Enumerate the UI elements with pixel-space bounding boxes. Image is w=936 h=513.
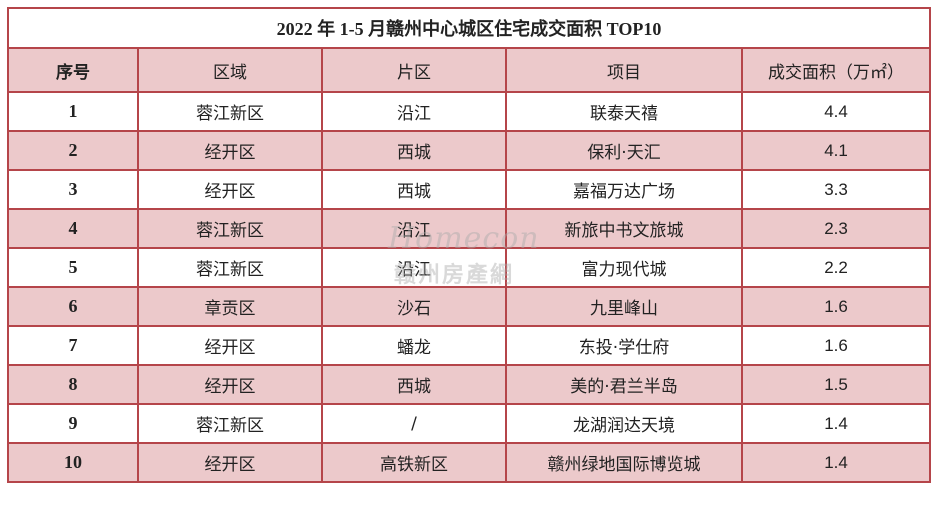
cell-project: 龙湖润达天境 xyxy=(505,403,743,444)
cell-project: 嘉福万达广场 xyxy=(505,169,743,210)
cell-rank: 7 xyxy=(7,325,139,366)
table-row: 1 蓉江新区 沿江 联泰天禧 4.4 xyxy=(7,91,932,132)
cell-deal-area: 2.2 xyxy=(740,247,932,288)
table-row: 5 蓉江新区 沿江 富力现代城 2.2 xyxy=(7,247,932,288)
header-row: 序号 区域 片区 项目 成交面积（万㎡） xyxy=(7,47,932,93)
cell-district: 经开区 xyxy=(137,364,323,405)
cell-deal-area: 3.3 xyxy=(740,169,932,210)
cell-zone: 高铁新区 xyxy=(321,442,507,483)
cell-district: 章贡区 xyxy=(137,286,323,327)
cell-project: 东投·学仕府 xyxy=(505,325,743,366)
cell-zone: 西城 xyxy=(321,364,507,405)
cell-deal-area: 1.4 xyxy=(740,442,932,483)
cell-district: 经开区 xyxy=(137,169,323,210)
cell-deal-area: 1.6 xyxy=(740,286,932,327)
cell-deal-area: 1.6 xyxy=(740,325,932,366)
cell-zone: / xyxy=(321,403,507,444)
cell-zone: 西城 xyxy=(321,169,507,210)
table-row: 4 蓉江新区 沿江 新旅中书文旅城 2.3 xyxy=(7,208,932,249)
cell-zone: 沿江 xyxy=(321,208,507,249)
cell-zone: 沿江 xyxy=(321,247,507,288)
cell-zone: 蟠龙 xyxy=(321,325,507,366)
cell-rank: 2 xyxy=(7,130,139,171)
cell-project: 九里峰山 xyxy=(505,286,743,327)
cell-deal-area: 1.4 xyxy=(740,403,932,444)
header-deal-area: 成交面积（万㎡） xyxy=(740,47,932,93)
ranking-table: 2022 年 1-5 月赣州中心城区住宅成交面积 TOP10 序号 区域 片区 … xyxy=(6,7,932,483)
cell-rank: 3 xyxy=(7,169,139,210)
cell-rank: 10 xyxy=(7,442,139,483)
table-row: 7 经开区 蟠龙 东投·学仕府 1.6 xyxy=(7,325,932,366)
cell-deal-area: 2.3 xyxy=(740,208,932,249)
table-title: 2022 年 1-5 月赣州中心城区住宅成交面积 TOP10 xyxy=(6,7,932,49)
header-rank: 序号 xyxy=(7,47,139,93)
cell-project: 赣州绿地国际博览城 xyxy=(505,442,743,483)
table-row: 10 经开区 高铁新区 赣州绿地国际博览城 1.4 xyxy=(7,442,932,483)
cell-project: 美的·君兰半岛 xyxy=(505,364,743,405)
cell-district: 经开区 xyxy=(137,130,323,171)
cell-district: 蓉江新区 xyxy=(137,403,323,444)
cell-project: 联泰天禧 xyxy=(505,91,743,132)
header-district: 区域 xyxy=(137,47,323,93)
cell-deal-area: 1.5 xyxy=(740,364,932,405)
cell-zone: 沿江 xyxy=(321,91,507,132)
table-row: 9 蓉江新区 / 龙湖润达天境 1.4 xyxy=(7,403,932,444)
cell-rank: 6 xyxy=(7,286,139,327)
table-row: 2 经开区 西城 保利·天汇 4.1 xyxy=(7,130,932,171)
cell-district: 蓉江新区 xyxy=(137,247,323,288)
cell-project: 富力现代城 xyxy=(505,247,743,288)
title-row: 2022 年 1-5 月赣州中心城区住宅成交面积 TOP10 xyxy=(6,7,932,49)
cell-rank: 1 xyxy=(7,91,139,132)
cell-deal-area: 4.1 xyxy=(740,130,932,171)
cell-project: 新旅中书文旅城 xyxy=(505,208,743,249)
cell-district: 经开区 xyxy=(137,325,323,366)
table-row: 8 经开区 西城 美的·君兰半岛 1.5 xyxy=(7,364,932,405)
cell-project: 保利·天汇 xyxy=(505,130,743,171)
cell-rank: 4 xyxy=(7,208,139,249)
cell-district: 蓉江新区 xyxy=(137,208,323,249)
cell-deal-area: 4.4 xyxy=(740,91,932,132)
table-body: 1 蓉江新区 沿江 联泰天禧 4.4 2 经开区 西城 保利·天汇 4.1 3 经开区 西城 嘉福万达广场… xyxy=(7,91,932,483)
cell-zone: 西城 xyxy=(321,130,507,171)
header-project: 项目 xyxy=(505,47,743,93)
table-row: 6 章贡区 沙石 九里峰山 1.6 xyxy=(7,286,932,327)
cell-rank: 5 xyxy=(7,247,139,288)
cell-rank: 8 xyxy=(7,364,139,405)
cell-zone: 沙石 xyxy=(321,286,507,327)
table-row: 3 经开区 西城 嘉福万达广场 3.3 xyxy=(7,169,932,210)
cell-rank: 9 xyxy=(7,403,139,444)
header-zone: 片区 xyxy=(321,47,507,93)
cell-district: 蓉江新区 xyxy=(137,91,323,132)
cell-district: 经开区 xyxy=(137,442,323,483)
